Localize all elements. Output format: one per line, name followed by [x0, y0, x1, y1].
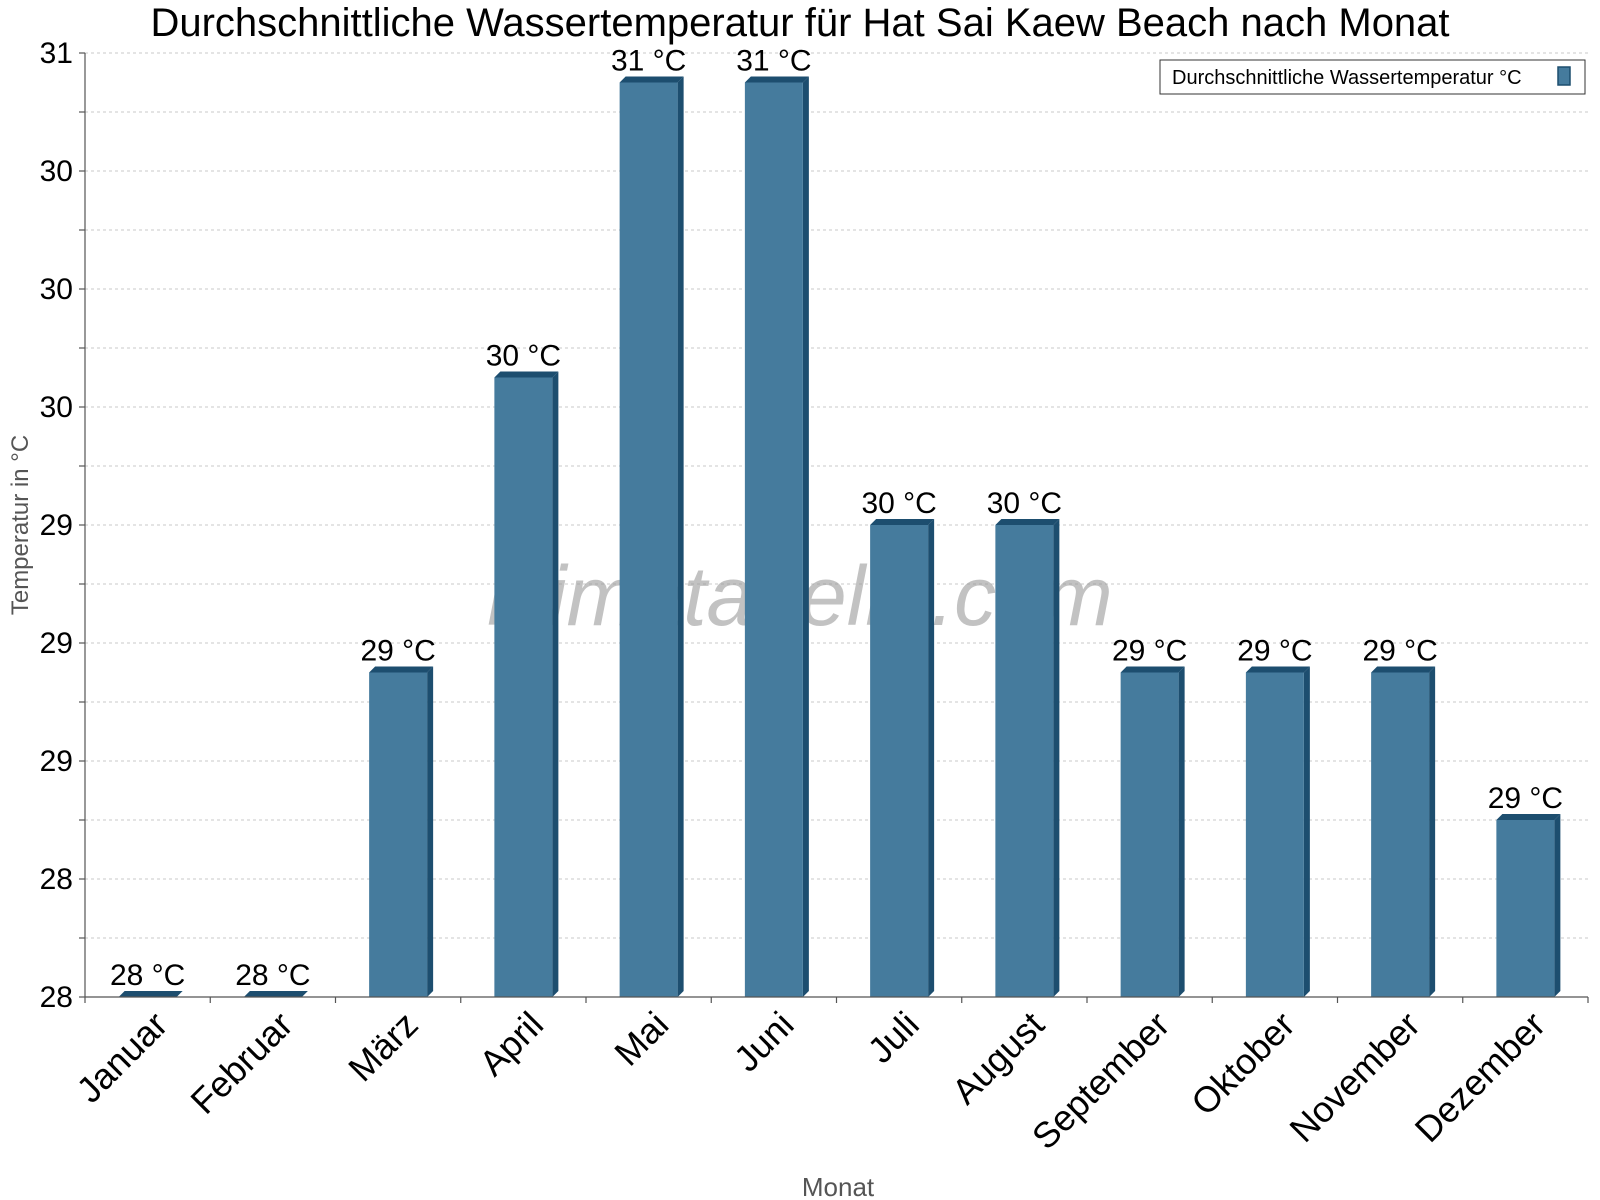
bar — [118, 991, 183, 997]
bar — [1371, 666, 1436, 997]
bar-value-label: 28 °C — [110, 959, 185, 992]
bars — [118, 76, 1561, 997]
bar-front — [619, 82, 678, 997]
bar-side — [1053, 519, 1060, 997]
bar-front — [1371, 672, 1430, 997]
x-tick-label: Januar — [68, 1004, 175, 1111]
bar-front — [744, 82, 803, 997]
bar-value-label: 29 °C — [1112, 635, 1187, 668]
bar-top — [1245, 666, 1310, 673]
y-tick-label: 28 — [40, 863, 73, 896]
bar — [744, 76, 809, 997]
x-axis-ticks: Januar Februar März April Mai Juni Juli AugustS… — [68, 997, 1589, 1158]
bar-top — [494, 371, 559, 378]
y-tick-label: 30 — [40, 273, 73, 306]
bar-side — [1178, 666, 1185, 997]
bar — [1120, 666, 1185, 997]
bar-side — [1554, 814, 1561, 997]
bar-front — [995, 525, 1054, 997]
x-tick-label: Juni — [726, 1004, 802, 1080]
x-tick-label: März — [340, 1004, 426, 1090]
x-tick-label: September — [1024, 1004, 1178, 1158]
y-axis-label: Temperatur in °C — [7, 435, 34, 615]
bar-value-label: 29 °C — [360, 635, 435, 668]
y-tick-label: 29 — [40, 509, 73, 542]
x-tick-label: August — [944, 1004, 1052, 1112]
bar-value-label: 31 °C — [736, 45, 811, 78]
y-axis-ticks: 28 28 29 29 29 30 30 30 31 — [40, 37, 85, 1014]
bar-top — [744, 76, 809, 83]
x-tick-label: April — [471, 1004, 551, 1084]
x-tick-label: November — [1281, 1004, 1427, 1150]
bar-side — [802, 76, 809, 997]
legend: Durchschnittliche Wassertemperatur °C — [1159, 59, 1586, 95]
bar-front — [1245, 672, 1304, 997]
bar-value-label: 30 °C — [987, 487, 1062, 520]
y-tick-label: 30 — [40, 155, 73, 188]
x-tick-label: Februar — [182, 1004, 300, 1122]
bar — [619, 76, 684, 997]
legend-box — [1159, 59, 1586, 95]
bar-top — [1120, 666, 1185, 673]
x-tick-label: Oktober — [1183, 1004, 1303, 1124]
legend-label: Durchschnittliche Wassertemperatur °C — [1172, 67, 1522, 89]
bar-value-label: 30 °C — [861, 487, 936, 520]
y-tick-label: 29 — [40, 627, 73, 660]
bar-front — [494, 377, 553, 997]
bar-top — [995, 519, 1060, 525]
bar — [995, 519, 1060, 997]
bar — [369, 666, 434, 997]
bar-side — [1303, 666, 1310, 997]
bar-top — [118, 991, 183, 997]
bar-top — [243, 991, 308, 997]
bar-top — [870, 519, 935, 525]
bar-top — [619, 76, 684, 83]
bar-value-label: 29 °C — [1362, 635, 1437, 668]
bar-value-label: 28 °C — [235, 959, 310, 992]
bar-side — [677, 76, 684, 997]
bar-top — [1496, 814, 1561, 820]
bar-front — [1496, 820, 1555, 997]
bar-value-label: 31 °C — [611, 45, 686, 78]
x-tick-label: Juli — [860, 1004, 927, 1071]
bar-front — [870, 525, 929, 997]
x-tick-label: Mai — [606, 1004, 676, 1074]
bar — [243, 991, 308, 997]
bar-value-label: 29 °C — [1488, 782, 1563, 815]
chart-title: Durchschnittliche Wassertemperatur für H… — [150, 1, 1449, 45]
bar-top — [369, 666, 434, 673]
bar — [1496, 814, 1561, 997]
bar-value-label: 29 °C — [1237, 635, 1312, 668]
bar-top — [1371, 666, 1436, 673]
bar-value-labels: 28 °C 28 °C 29 °C 30 °C 31 °C 31 °C 30 °C 30 °C… — [110, 45, 1563, 993]
bar-side — [1429, 666, 1436, 997]
y-tick-label: 28 — [40, 981, 73, 1014]
y-tick-label: 29 — [40, 745, 73, 778]
bar — [870, 519, 935, 997]
x-axis-label: Monat — [802, 1172, 875, 1200]
y-tick-label: 31 — [40, 37, 73, 70]
bar — [1245, 666, 1310, 997]
bar-front — [1120, 672, 1179, 997]
y-tick-label: 30 — [40, 391, 73, 424]
bar-side — [928, 519, 935, 997]
bar-side — [427, 666, 434, 997]
bar — [494, 371, 559, 997]
bar-side — [552, 371, 559, 997]
legend-swatch — [1557, 66, 1571, 86]
bar-value-label: 30 °C — [486, 340, 561, 373]
bar-front — [369, 672, 428, 997]
x-tick-label: Dezember — [1407, 1004, 1553, 1150]
grid-lines — [85, 52, 1588, 939]
